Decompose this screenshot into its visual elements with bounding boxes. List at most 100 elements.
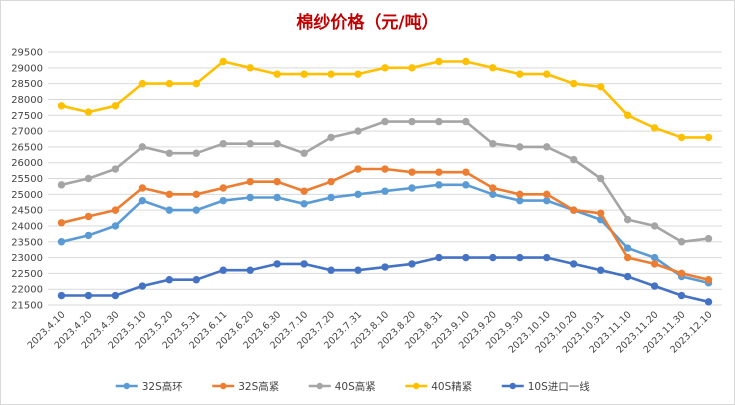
data-point <box>435 168 443 176</box>
data-point <box>381 263 389 271</box>
y-tick-label: 26000 <box>11 158 43 169</box>
data-point <box>623 244 632 252</box>
data-point <box>273 70 281 78</box>
data-point <box>165 149 174 157</box>
data-point <box>408 117 416 126</box>
data-point <box>138 184 147 192</box>
data-point <box>327 193 335 202</box>
data-point <box>543 190 551 199</box>
data-point <box>543 196 551 205</box>
data-point <box>84 291 93 300</box>
data-point <box>192 149 200 157</box>
y-tick-label: 27500 <box>11 111 43 122</box>
data-point <box>381 117 389 126</box>
y-tick-label: 24500 <box>11 206 43 217</box>
data-point <box>219 266 227 274</box>
data-point <box>408 260 416 268</box>
y-tick-label: 22000 <box>11 285 43 296</box>
y-tick-label: 27000 <box>11 127 43 138</box>
data-point <box>138 196 147 205</box>
data-point <box>246 266 254 274</box>
data-point <box>650 282 659 290</box>
data-point <box>650 260 659 268</box>
data-point <box>300 187 308 195</box>
y-tick-label: 23000 <box>11 253 43 264</box>
data-point <box>192 79 200 88</box>
data-point <box>327 177 335 186</box>
data-point <box>381 187 389 195</box>
data-point <box>650 222 659 230</box>
legend-label: 10S进口一线 <box>528 380 591 393</box>
y-tick-label: 28000 <box>11 95 43 106</box>
data-point <box>354 127 362 135</box>
data-point <box>138 143 147 151</box>
data-point <box>516 143 524 151</box>
data-point <box>246 64 254 72</box>
data-point <box>570 206 578 214</box>
data-point <box>219 196 227 205</box>
data-point <box>435 57 443 66</box>
data-point <box>273 140 281 148</box>
data-point <box>57 181 66 189</box>
data-point <box>111 102 120 110</box>
data-point <box>435 253 443 262</box>
legend-label: 40S精紧 <box>431 380 472 393</box>
data-point <box>219 140 227 148</box>
data-point <box>165 190 174 199</box>
data-point <box>408 184 416 192</box>
data-point <box>704 298 713 306</box>
legend-marker <box>220 382 227 390</box>
data-point <box>596 83 605 91</box>
data-point <box>704 133 713 142</box>
data-point <box>516 196 524 205</box>
data-point <box>543 70 551 78</box>
legend-marker <box>316 382 323 390</box>
data-point <box>489 190 497 199</box>
legend-marker <box>509 382 516 390</box>
data-point <box>462 181 470 189</box>
y-tick-label: 23500 <box>11 237 43 248</box>
data-point <box>111 291 120 300</box>
data-point <box>354 165 362 173</box>
y-tick-label: 28500 <box>11 79 43 90</box>
data-point <box>138 282 147 290</box>
data-point <box>165 79 174 88</box>
data-point <box>57 238 66 246</box>
data-point <box>623 111 632 119</box>
data-point <box>435 181 443 189</box>
data-point <box>111 206 120 214</box>
data-point <box>462 168 470 176</box>
y-tick-label: 29500 <box>11 48 43 59</box>
data-point <box>192 190 200 199</box>
data-point <box>570 260 578 268</box>
data-point <box>462 57 470 66</box>
data-point <box>111 165 120 173</box>
data-point <box>273 177 281 186</box>
data-point <box>192 206 200 214</box>
data-point <box>462 253 470 262</box>
data-point <box>165 276 174 284</box>
data-point <box>300 70 308 78</box>
data-point <box>57 219 66 227</box>
y-tick-label: 24000 <box>11 221 43 232</box>
data-point <box>489 64 497 72</box>
data-point <box>516 190 524 199</box>
data-point <box>84 231 93 240</box>
y-tick-label: 22500 <box>11 269 43 280</box>
legend-marker <box>413 382 420 390</box>
data-point <box>704 234 713 243</box>
data-point <box>516 70 524 78</box>
data-point <box>623 272 632 281</box>
legend-label: 32S高环 <box>142 380 183 393</box>
data-point <box>327 70 335 78</box>
data-point <box>677 133 686 142</box>
data-point <box>677 291 686 300</box>
series-line <box>61 120 709 244</box>
y-tick-label: 26500 <box>11 142 43 153</box>
data-point <box>354 266 362 274</box>
data-point <box>462 117 470 126</box>
data-point <box>354 190 362 199</box>
legend-marker <box>123 382 130 390</box>
data-point <box>543 253 551 262</box>
